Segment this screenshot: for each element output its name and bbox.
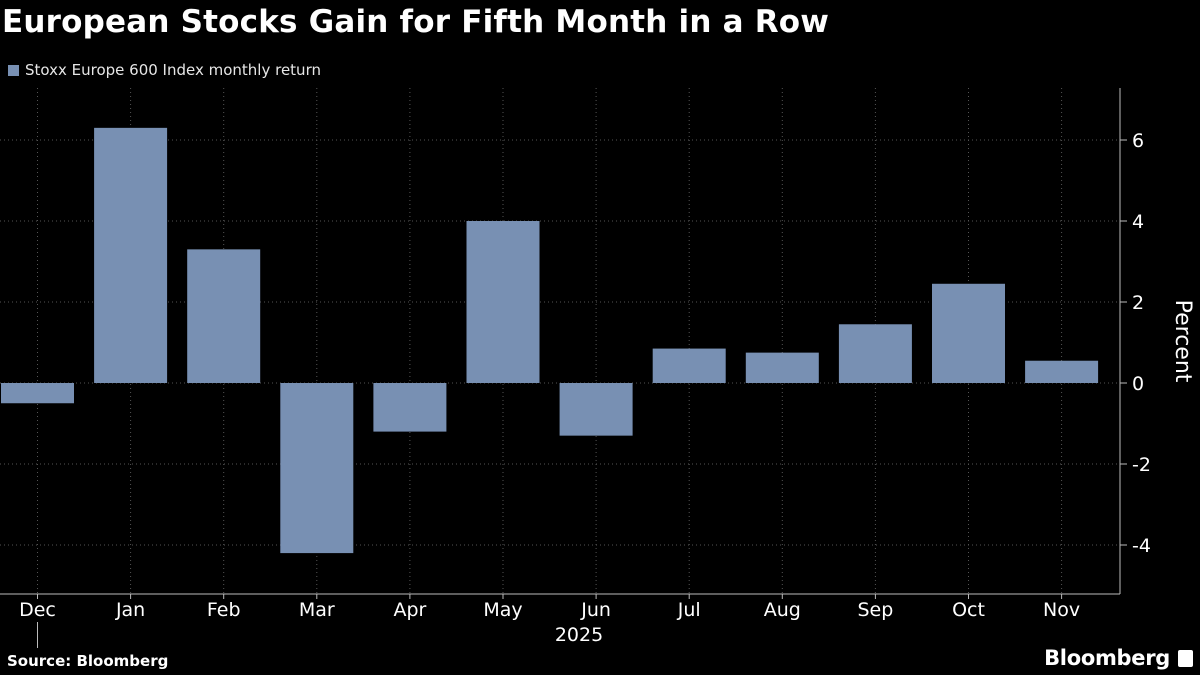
bloomberg-badge-icon <box>1178 650 1193 667</box>
y-tick-label: -4 <box>1132 535 1151 557</box>
x-tick-label: Oct <box>952 599 985 621</box>
bar <box>745 352 819 383</box>
bar <box>373 383 447 432</box>
y-tick-label: 6 <box>1132 130 1144 152</box>
legend-swatch <box>8 64 19 76</box>
x-tick-label: Jan <box>115 599 145 621</box>
bar <box>1025 360 1099 383</box>
legend: Stoxx Europe 600 Index monthly return <box>8 61 321 79</box>
x-tick-label: Sep <box>857 599 893 621</box>
bloomberg-logo: Bloomberg <box>1044 646 1170 670</box>
x-tick-label: Nov <box>1043 599 1080 621</box>
source-note: Source: Bloomberg <box>7 652 169 670</box>
y-axis-label: Percent <box>1170 300 1195 383</box>
bar <box>280 383 354 554</box>
bar <box>94 127 168 383</box>
y-tick-label: 2 <box>1132 292 1144 314</box>
y-tick-label: 4 <box>1132 211 1144 233</box>
x-tick-label: Feb <box>207 599 241 621</box>
x-tick-label: Jul <box>677 599 701 621</box>
bar <box>932 283 1005 383</box>
bar <box>466 221 540 383</box>
y-tick-label: 0 <box>1132 373 1144 395</box>
bar <box>838 324 912 383</box>
x-tick-label: Aug <box>764 599 801 621</box>
chart-title: European Stocks Gain for Fifth Month in … <box>2 4 830 40</box>
x-tick-label: May <box>483 599 522 621</box>
x-tick-label: Jun <box>580 599 611 621</box>
bar <box>1 383 74 404</box>
x-tick-label: Apr <box>393 599 426 621</box>
x-tick-label: Mar <box>299 599 335 621</box>
bar <box>187 249 261 383</box>
bar <box>652 348 726 383</box>
legend-label: Stoxx Europe 600 Index monthly return <box>25 61 321 79</box>
y-tick-label: -2 <box>1132 454 1151 476</box>
x-tick-label: Dec <box>19 599 56 621</box>
year-label: 2025 <box>555 624 603 646</box>
bar <box>559 383 633 436</box>
